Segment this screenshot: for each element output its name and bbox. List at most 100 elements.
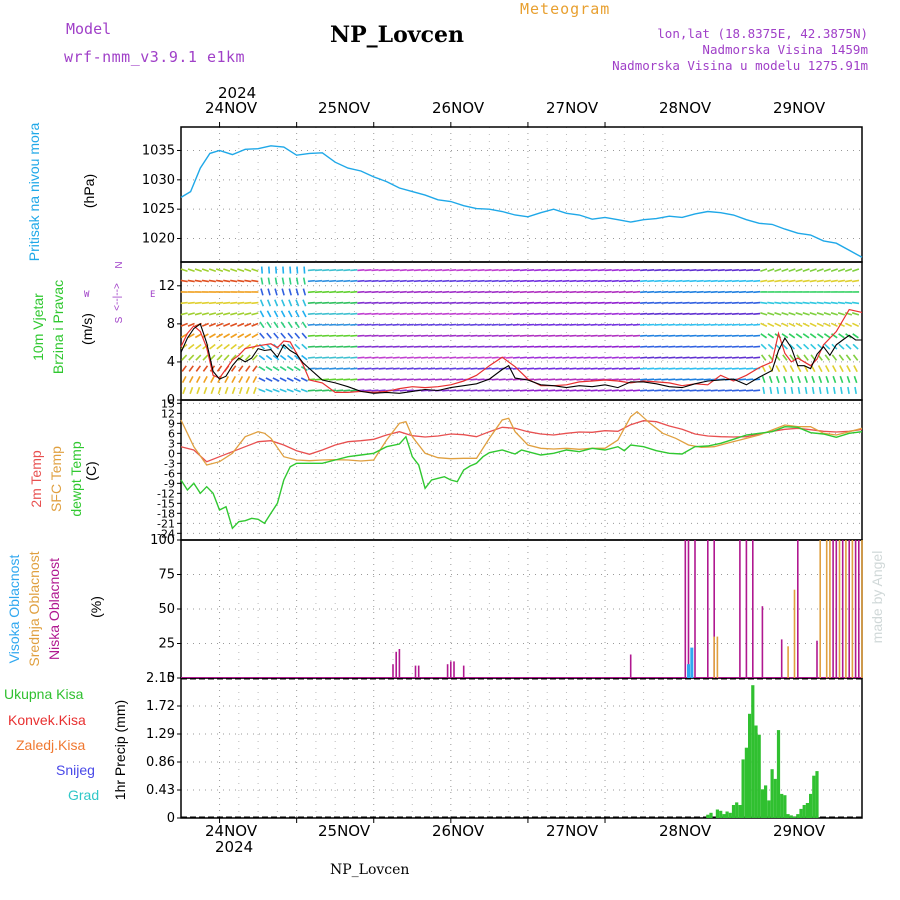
low-cloud-bar [854, 540, 857, 678]
low-cloud-bar [417, 665, 420, 678]
y-tick-label: 0.86 [146, 755, 175, 770]
y-tick-label: 2.15 [146, 671, 175, 686]
mid-cloud-bar [845, 540, 847, 678]
mid-cloud-bar [713, 636, 715, 678]
wind-gust-line [180, 308, 863, 394]
low-cloud-bar [752, 540, 754, 678]
y-tick-label: 15 [161, 397, 175, 410]
precip-bar [783, 795, 787, 818]
mid-cloud-bar [838, 540, 841, 678]
precip-bar [744, 747, 748, 818]
precip-bar [809, 793, 813, 818]
y-tick-label: 0.43 [146, 783, 175, 798]
low-cloud-bar [841, 540, 844, 678]
precip-bar [748, 713, 752, 818]
y-tick-label: 1.72 [146, 699, 175, 714]
precip-bar [715, 809, 719, 818]
wind-speed-line [180, 323, 862, 394]
low-cloud-bar [858, 540, 860, 678]
low-cloud-bar [739, 540, 741, 678]
year-bottom: 2024 [215, 838, 254, 856]
low-cloud-bar [414, 665, 417, 678]
y-tick-label: 9 [168, 417, 175, 430]
y-tick-label: -3 [164, 457, 175, 470]
y-tick-label: 25 [158, 637, 175, 652]
day-top-1: 25NOV [318, 99, 371, 117]
precip-bar [802, 805, 806, 818]
low-cloud-bar [848, 540, 850, 678]
chart-subtitle: Meteogram [520, 0, 611, 18]
precip-bar [754, 725, 758, 818]
y-tick-label: 12 [161, 407, 175, 420]
compass-west: W [84, 290, 90, 300]
low-cloud-bar [392, 664, 394, 678]
mid-cloud-bar [716, 636, 719, 678]
y-tick-label: 8 [167, 317, 175, 332]
model-label: Model [66, 20, 112, 38]
mid-cloud-bar [829, 540, 831, 678]
day-bottom-0: 24NOV [205, 822, 258, 840]
compass-east: E [150, 290, 156, 300]
footer-station: NP_Lovcen [330, 862, 410, 878]
y-tick-label: 100 [150, 533, 175, 548]
y-tick-label: 3 [168, 437, 175, 450]
y-tick-label: 1.29 [146, 727, 175, 742]
low-cloud-bar [687, 540, 690, 678]
model-elevation-label: Nadmorska Visina u modelu 1275.91m [612, 58, 868, 73]
y-tick-label: -6 [164, 467, 175, 480]
y-tick-label: 1030 [142, 173, 175, 188]
day-top-4: 28NOV [659, 99, 712, 117]
day-bottom-4: 28NOV [659, 822, 712, 840]
low-cloud-bar [684, 540, 687, 678]
lonlat-label: lon,lat (18.8375E, 42.3875N) [657, 26, 868, 41]
low-cloud-bar [462, 665, 465, 678]
low-cloud-bar [629, 654, 632, 678]
y-tick-label: 0 [167, 671, 175, 686]
y-tick-label: 0 [168, 447, 175, 460]
y-tick-label: -21 [157, 517, 175, 530]
high-cloud-bar [690, 647, 694, 678]
precip-bar [751, 685, 755, 818]
low-cloud-bar [453, 661, 455, 678]
precip-bar [770, 769, 774, 818]
y-tick-label: 1020 [142, 232, 175, 247]
precip-label-total: Ukupna Kisa [4, 686, 84, 702]
mid-cloud-bar [825, 540, 828, 678]
low-cloud-bar [761, 606, 764, 678]
precip-bar [728, 812, 732, 818]
precip-bar [773, 778, 777, 818]
precip-label-snow: Snijeg [56, 762, 95, 778]
day-bottom-2: 26NOV [432, 822, 485, 840]
y-tick-label: -24 [157, 527, 175, 540]
y-tick-label: 12 [158, 279, 175, 294]
precip-label-hail: Grad [68, 787, 100, 803]
model-name: wrf-nmm_v3.9.1 e1km [64, 48, 246, 66]
low-cloud-bar [398, 649, 401, 678]
precip-bar [767, 800, 771, 818]
day-top-2: 26NOV [432, 99, 485, 117]
y-tick-label: 0 [167, 811, 175, 826]
day-bottom-3: 27NOV [546, 822, 599, 840]
dewpt-line [180, 425, 863, 530]
precip-bar [812, 775, 816, 818]
precip-bar [709, 812, 713, 818]
mid-cloud-bar [861, 540, 863, 678]
y-tick-label: -12 [157, 487, 175, 500]
sfc-temp-line [180, 410, 863, 466]
low-cloud-bar [832, 540, 834, 678]
wind-arrow-field [180, 266, 860, 395]
precip-bar [799, 808, 803, 818]
y-tick-label: 50 [158, 602, 175, 617]
precip-bar [760, 789, 764, 818]
day-top-3: 27NOV [546, 99, 599, 117]
pressure-line [180, 145, 863, 258]
precip-label-freezing: Zaledj.Kisa [16, 737, 86, 753]
low-cloud-bar [835, 540, 838, 678]
low-cloud-bar [780, 639, 783, 678]
high-cloud-bar [687, 664, 690, 678]
precip-bar [796, 814, 800, 818]
precip-bar [776, 730, 781, 818]
panel-frame-temperature [180, 399, 863, 541]
mid-cloud-bar [851, 540, 854, 678]
y-tick-label: -9 [164, 477, 175, 490]
